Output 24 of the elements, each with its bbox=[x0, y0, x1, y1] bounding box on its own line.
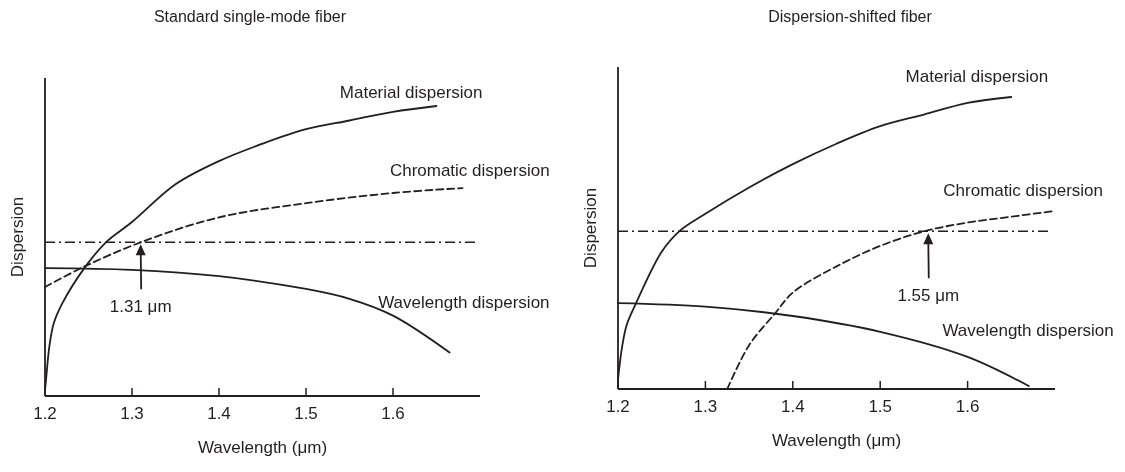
x-axis-title: Wavelength (μm) bbox=[771, 431, 902, 450]
chart-title: Standard single-mode fiber bbox=[153, 8, 347, 25]
x-tick-label: 1.2 bbox=[606, 397, 630, 416]
chart-title: Dispersion-shifted fiber bbox=[768, 8, 933, 25]
y-axis-title: Dispersion bbox=[8, 196, 27, 278]
x-tick-label: 1.2 bbox=[33, 404, 57, 423]
series-label: Material dispersion bbox=[905, 67, 1049, 86]
series-label: Wavelength dispersion bbox=[942, 321, 1114, 341]
x-tick-label: 1.3 bbox=[693, 397, 718, 416]
series-label: Chromatic dispersion bbox=[389, 161, 550, 181]
x-tick-label: 1.4 bbox=[207, 404, 231, 423]
x-tick-label: 1.6 bbox=[955, 397, 980, 416]
x-tick-label: 1.6 bbox=[381, 404, 405, 423]
series-label: Chromatic dispersion bbox=[943, 180, 1103, 200]
x-tick-label: 1.5 bbox=[294, 404, 318, 423]
x-tick-label: 1.5 bbox=[868, 397, 893, 416]
series-label: Wavelength dispersion bbox=[378, 292, 550, 312]
annotation: 1.55 μm bbox=[897, 286, 960, 306]
x-axis-title: Wavelength (μm) bbox=[197, 438, 328, 457]
y-axis-title: Dispersion bbox=[581, 187, 600, 269]
x-tick-label: 1.3 bbox=[120, 404, 144, 423]
series-label: Material dispersion bbox=[339, 83, 483, 102]
annotation: 1.31 μm bbox=[109, 297, 172, 317]
x-tick-label: 1.4 bbox=[780, 397, 805, 416]
